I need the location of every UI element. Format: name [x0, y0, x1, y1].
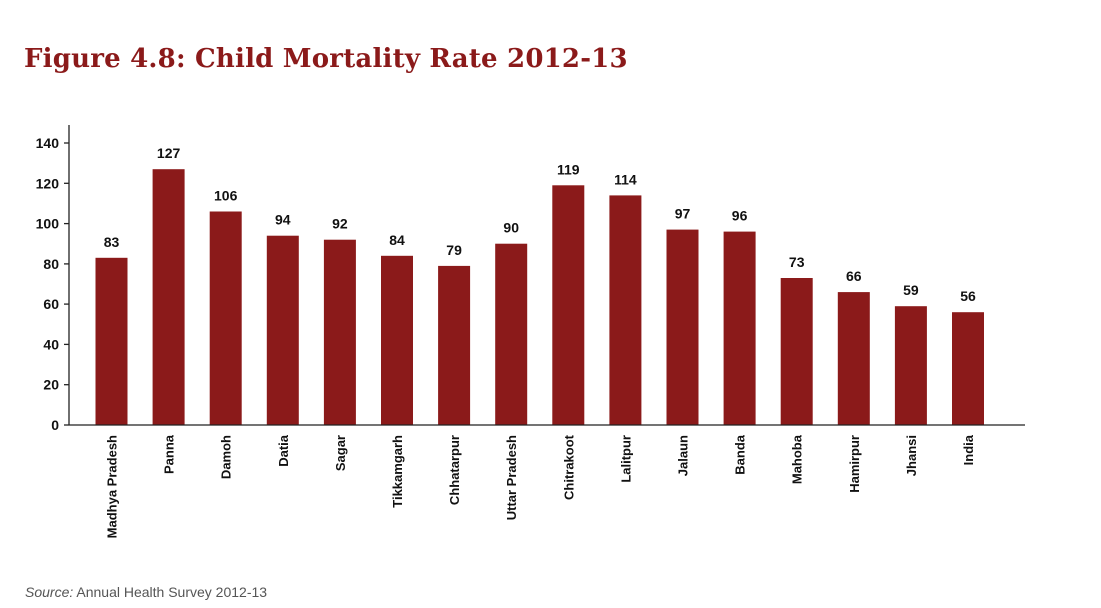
x-tick-label-mahoba: Mahoba — [790, 434, 805, 484]
data-label-datia: 94 — [275, 212, 291, 228]
source-text: Annual Health Survey 2012-13 — [73, 584, 268, 600]
bar-damoh — [209, 211, 242, 425]
bar-mahoba — [780, 278, 813, 425]
bar-tikkamgarh — [381, 255, 413, 425]
y-tick-label-80: 80 — [43, 256, 59, 272]
bar-madhya-pradesh — [95, 257, 128, 425]
source-label: Source: — [25, 584, 74, 600]
data-label-lalitpur: 114 — [614, 171, 637, 187]
data-label-madhya-pradesh: 83 — [104, 234, 120, 250]
bar-lalitpur — [609, 195, 642, 425]
bar-jalaun — [666, 229, 699, 425]
data-label-mahoba: 73 — [789, 254, 805, 270]
x-tick-label-jalaun: Jalaun — [676, 435, 691, 476]
y-tick-label-60: 60 — [43, 296, 59, 312]
y-tick-label-20: 20 — [43, 377, 59, 393]
bar-uttar-pradesh — [495, 243, 528, 425]
data-label-chhatarpur: 79 — [446, 242, 462, 258]
x-tick-label-uttar-pradesh: Uttar Pradesh — [504, 435, 519, 520]
bar-india — [952, 312, 984, 425]
y-tick-label-140: 140 — [36, 135, 60, 151]
x-tick-label-banda: Banda — [733, 434, 748, 475]
y-tick-label-0: 0 — [51, 417, 59, 433]
bar-hamirpur — [837, 292, 870, 425]
x-tick-label-datia: Datia — [276, 434, 291, 467]
x-tick-label-chitrakoot: Chitrakoot — [561, 434, 576, 500]
bar-chart: 83 127 106 94 92 84 79 90 119 114 97 96 73 66 59 56 0 20… — [36, 125, 1025, 538]
bars-group — [95, 169, 984, 425]
x-tick-label-damoh: Damoh — [219, 435, 234, 479]
x-tick-label-sagar: Sagar — [333, 435, 348, 471]
data-label-chitrakoot: 119 — [557, 161, 580, 177]
figure-title: Figure 4.8: Child Mortality Rate 2012-13 — [24, 44, 628, 74]
bar-jhansi — [894, 306, 927, 425]
x-tick-label-india: India — [961, 434, 976, 465]
x-tick-label-madhya-pradesh: Madhya Pradesh — [105, 435, 120, 538]
data-label-uttar-pradesh: 90 — [503, 220, 519, 236]
source-note: Source: Annual Health Survey 2012-13 — [25, 584, 267, 600]
bar-sagar — [323, 239, 356, 425]
bar-banda — [723, 231, 756, 425]
data-label-damoh: 106 — [214, 188, 238, 204]
x-tick-labels-group: Madhya Pradesh Panna Damoh Datia Sagar Tikkam… — [105, 434, 977, 538]
data-label-jalaun: 97 — [675, 206, 691, 222]
bar-chhatarpur — [438, 265, 471, 425]
bar-datia — [266, 235, 299, 425]
y-tick-label-100: 100 — [36, 216, 60, 232]
x-tick-label-hamirpur: Hamirpur — [847, 435, 862, 493]
data-label-panna: 127 — [157, 145, 181, 161]
x-tick-label-panna: Panna — [162, 434, 177, 474]
x-tick-label-tikkamgarh: Tikkamgarh — [390, 435, 405, 508]
data-label-tikkamgarh: 84 — [389, 232, 405, 248]
data-label-india: 56 — [960, 288, 976, 304]
data-label-sagar: 92 — [332, 216, 348, 232]
x-tick-label-jhansi: Jhansi — [904, 435, 919, 476]
y-tick-label-120: 120 — [36, 175, 60, 191]
x-tick-label-lalitpur: Lalitpur — [618, 435, 633, 483]
y-tick-label-40: 40 — [43, 336, 59, 352]
data-labels-group: 83 127 106 94 92 84 79 90 119 114 97 96 73 66 59 56 — [104, 145, 976, 304]
data-label-banda: 96 — [732, 208, 748, 224]
bar-chitrakoot — [552, 185, 585, 425]
x-tick-label-chhatarpur: Chhatarpur — [447, 435, 462, 505]
y-axis: 0 20 40 60 80 100 120 140 — [36, 125, 70, 433]
data-label-jhansi: 59 — [903, 282, 919, 298]
bar-panna — [152, 169, 185, 425]
data-label-hamirpur: 66 — [846, 268, 862, 284]
